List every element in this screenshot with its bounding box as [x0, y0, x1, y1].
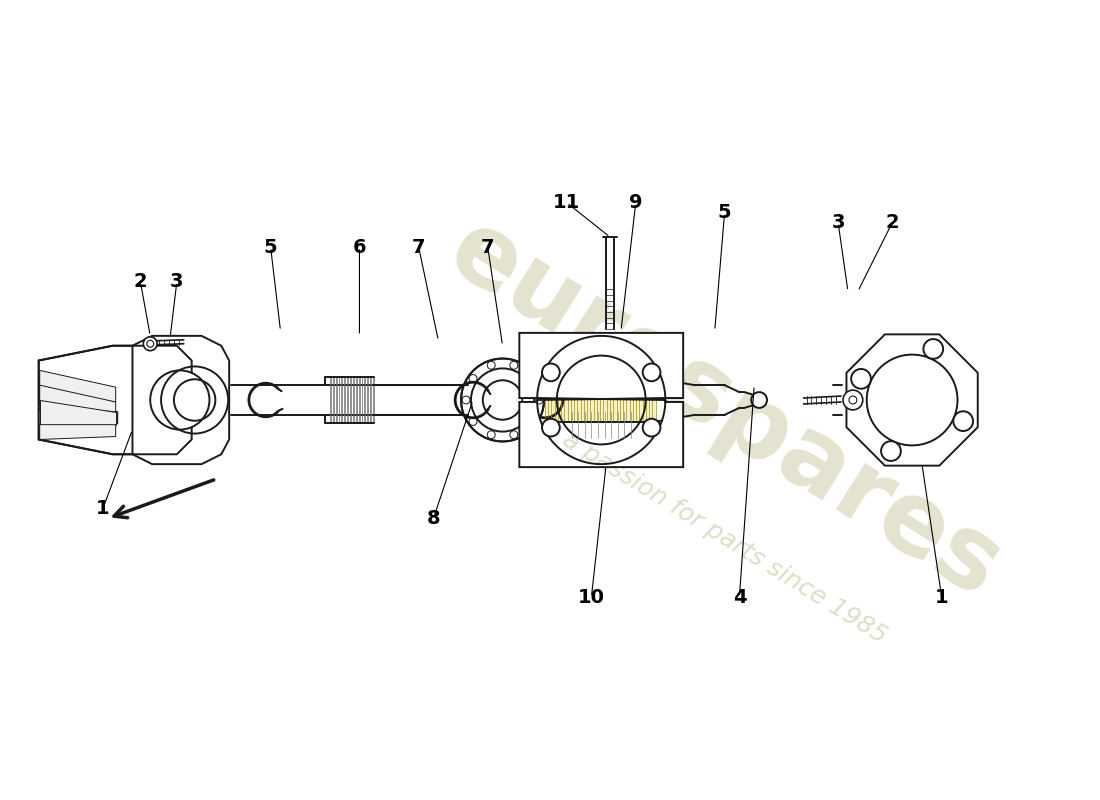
Text: 4: 4: [733, 588, 746, 607]
Circle shape: [881, 441, 901, 461]
Polygon shape: [847, 334, 978, 466]
Circle shape: [542, 363, 560, 382]
Polygon shape: [519, 400, 683, 467]
Polygon shape: [39, 410, 118, 430]
Text: 5: 5: [718, 203, 732, 222]
Circle shape: [143, 337, 157, 350]
Polygon shape: [45, 390, 118, 416]
Text: 1: 1: [935, 588, 948, 607]
Polygon shape: [42, 400, 118, 420]
Circle shape: [851, 369, 871, 389]
Circle shape: [461, 358, 544, 442]
Text: 3: 3: [832, 213, 845, 232]
Polygon shape: [40, 385, 116, 412]
Circle shape: [954, 411, 974, 431]
Bar: [544, 378, 656, 422]
Text: 8: 8: [427, 509, 440, 528]
Text: 11: 11: [553, 193, 581, 212]
Polygon shape: [40, 370, 116, 402]
Text: 9: 9: [629, 193, 642, 212]
Polygon shape: [40, 400, 116, 425]
Circle shape: [642, 363, 660, 382]
Text: 2: 2: [886, 213, 899, 232]
Polygon shape: [519, 333, 683, 400]
Text: 6: 6: [353, 238, 366, 257]
Circle shape: [867, 354, 957, 446]
Circle shape: [923, 339, 943, 359]
Polygon shape: [40, 425, 116, 439]
Circle shape: [751, 392, 767, 408]
Text: eurospares: eurospares: [431, 202, 1019, 618]
Text: 5: 5: [264, 238, 277, 257]
Circle shape: [542, 418, 560, 437]
Circle shape: [642, 418, 660, 437]
Text: a passion for parts since 1985: a passion for parts since 1985: [558, 428, 891, 649]
Text: 3: 3: [170, 272, 184, 291]
Text: 1: 1: [96, 499, 110, 518]
Text: 7: 7: [481, 238, 495, 257]
Text: 2: 2: [133, 272, 147, 291]
Polygon shape: [135, 349, 224, 451]
Text: 10: 10: [578, 588, 605, 607]
Circle shape: [843, 390, 862, 410]
Circle shape: [151, 370, 209, 430]
Text: 7: 7: [411, 238, 426, 257]
Polygon shape: [132, 336, 229, 464]
Polygon shape: [39, 346, 191, 454]
